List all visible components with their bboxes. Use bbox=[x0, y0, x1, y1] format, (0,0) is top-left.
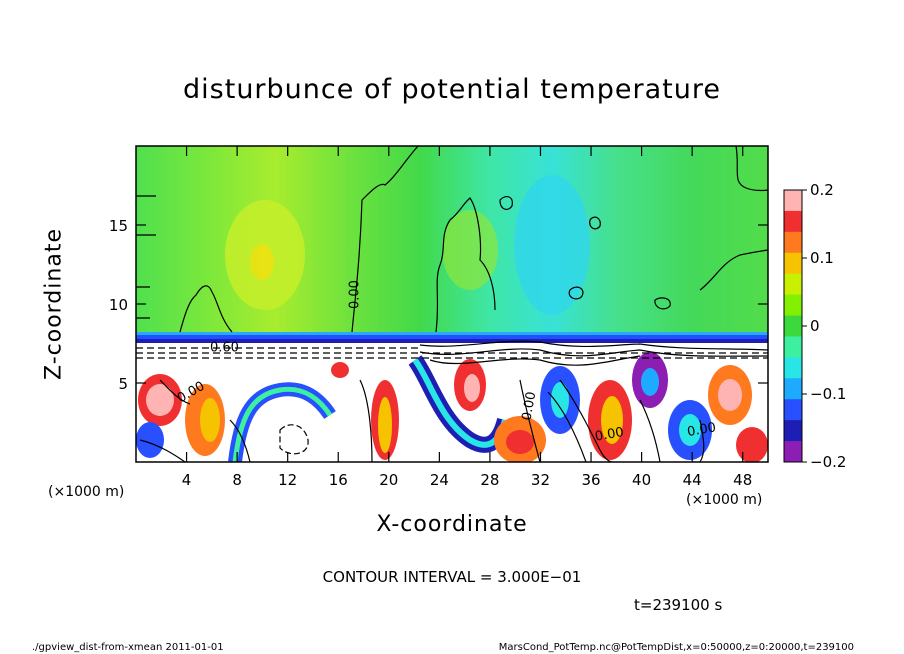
x-tick-label: 20 bbox=[379, 471, 398, 489]
x-tick-label: 16 bbox=[329, 471, 348, 489]
colorbar-cell bbox=[784, 420, 802, 442]
contour-label: 0.60 bbox=[210, 340, 239, 355]
colorbar-tick-label: −0.1 bbox=[810, 385, 846, 403]
chart-title: disturbunce of potential temperature bbox=[183, 74, 721, 105]
x-tick-label: 44 bbox=[683, 471, 702, 489]
colorbar-tick-label: 0 bbox=[810, 317, 820, 335]
y-tick-label: 5 bbox=[118, 375, 128, 393]
y-axis-label: Z-coordinate bbox=[41, 228, 67, 380]
time-stamp: t=239100 s bbox=[634, 596, 723, 614]
colorbar-cell bbox=[784, 252, 802, 275]
contour-label: 0.00 bbox=[594, 425, 625, 445]
colorbar-cell bbox=[784, 336, 802, 358]
colorbar-cell bbox=[784, 315, 802, 337]
colorbar: 0.2 0.1 0 −0.1 −0.2 bbox=[783, 181, 846, 471]
x-tick-label: 4 bbox=[182, 471, 192, 489]
colorbar-cell bbox=[784, 190, 802, 212]
warm-anomaly-core bbox=[250, 244, 274, 280]
x-tick-label: 24 bbox=[430, 471, 449, 489]
x-tick-label: 12 bbox=[278, 471, 297, 489]
footer-right-text: MarsCond_PotTemp.nc@PotTempDist,x=0:5000… bbox=[498, 642, 854, 653]
colorbar-cell bbox=[784, 210, 802, 233]
colorbar-tick-label: −0.2 bbox=[810, 453, 846, 471]
colorbar-tick-label: 0.1 bbox=[810, 249, 834, 267]
colorbar-tick-label: 0.2 bbox=[810, 181, 834, 199]
y-tick-label: 15 bbox=[109, 217, 128, 235]
x-tick-label: 40 bbox=[632, 471, 651, 489]
x-unit-label: (×1000 m) bbox=[48, 484, 125, 500]
contour-label: 0.00 bbox=[347, 280, 362, 309]
contour-interval-text: CONTOUR INTERVAL = 3.000E−01 bbox=[322, 568, 582, 586]
warm-plume bbox=[442, 210, 498, 290]
colorbar-cell bbox=[784, 294, 802, 317]
convective-blobs bbox=[136, 352, 768, 462]
contour-lines bbox=[136, 146, 768, 462]
x-axis-label: X-coordinate bbox=[376, 512, 528, 537]
x-tick-label: 48 bbox=[733, 471, 752, 489]
colorbar-cell bbox=[784, 273, 802, 296]
contour-label: 0.00 bbox=[520, 391, 540, 422]
colorbar-cell bbox=[784, 378, 802, 400]
cool-anomaly bbox=[514, 175, 590, 315]
z-unit-label: (×1000 m) bbox=[686, 492, 763, 508]
colorbar-cell bbox=[784, 231, 802, 254]
contour-label: 0.00 bbox=[686, 420, 717, 440]
x-tick-label: 36 bbox=[581, 471, 600, 489]
colorbar-cell bbox=[784, 399, 802, 421]
x-tick-label: 28 bbox=[480, 471, 499, 489]
footer-left-text: ./gpview_dist-from-xmean 2011-01-01 bbox=[32, 642, 224, 653]
colorbar-cell bbox=[784, 357, 802, 379]
x-tick-label: 32 bbox=[531, 471, 550, 489]
x-tick-label: 8 bbox=[232, 471, 242, 489]
y-tick-label: 10 bbox=[109, 296, 128, 314]
colorbar-cell bbox=[784, 441, 802, 463]
